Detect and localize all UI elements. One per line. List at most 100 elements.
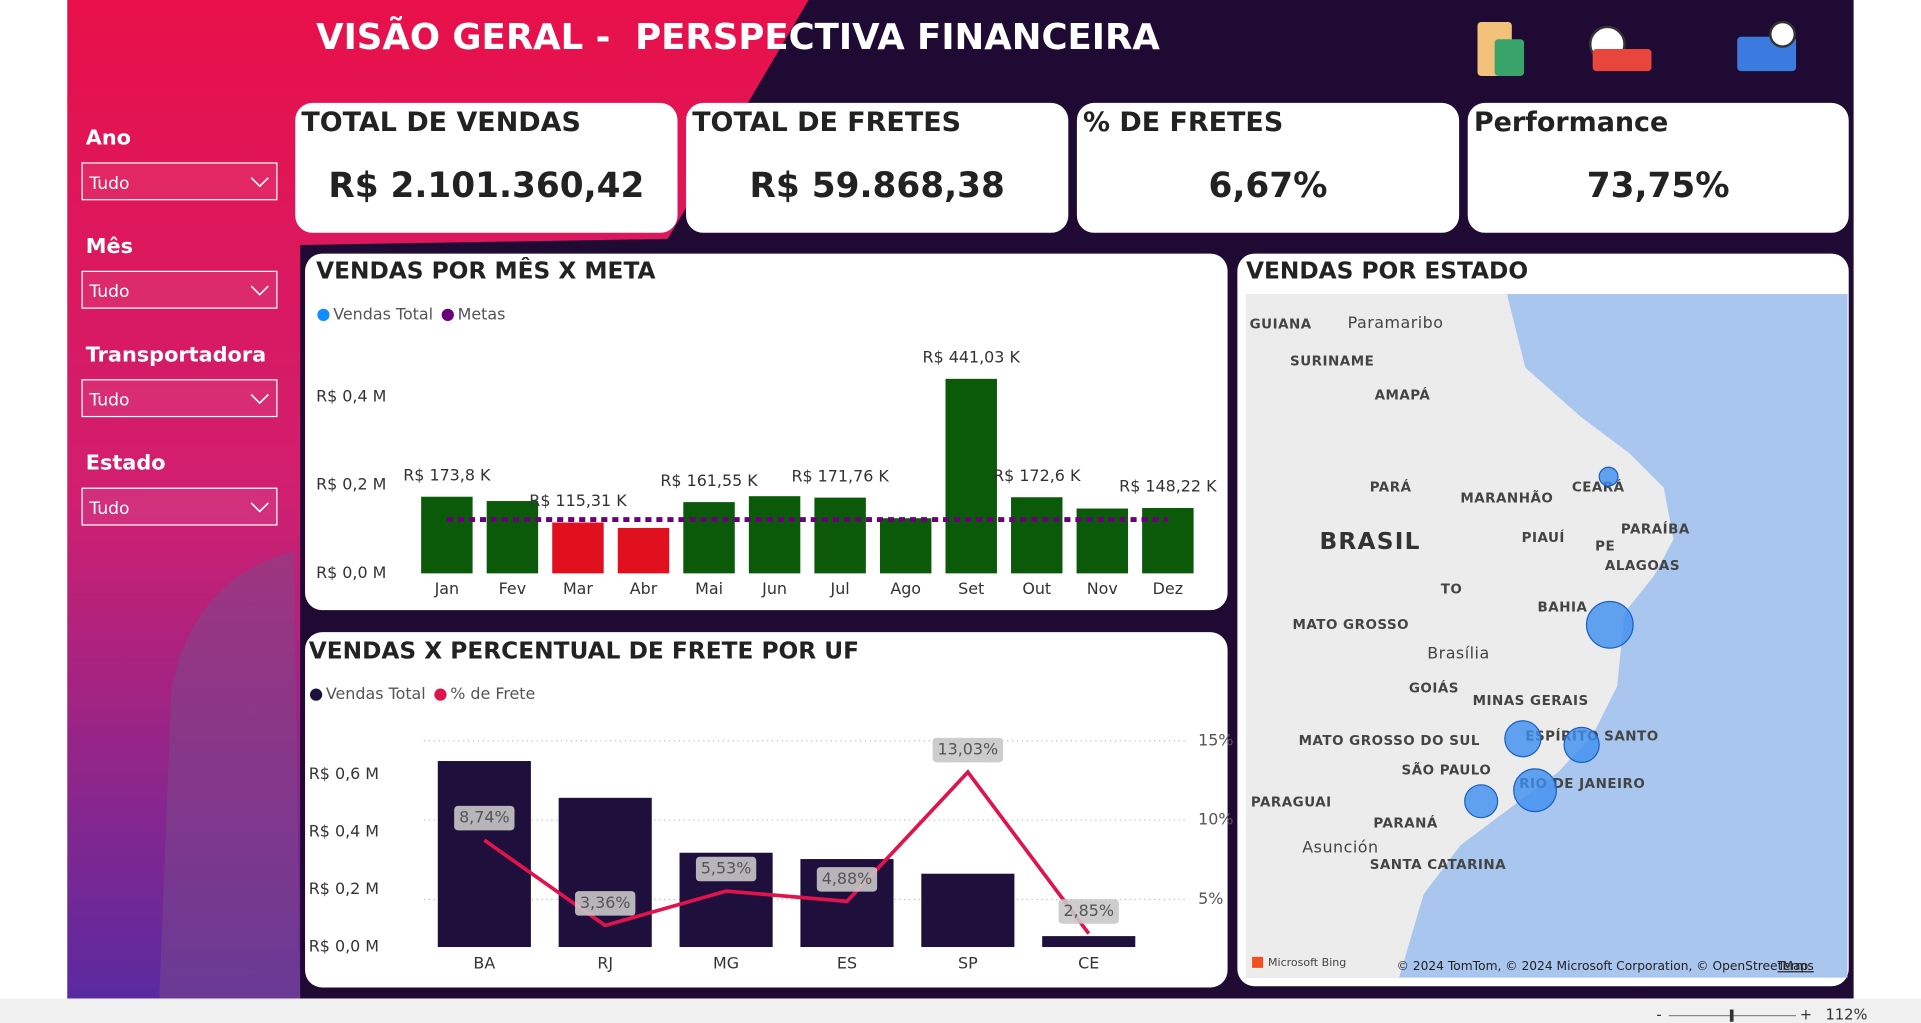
map-label: Asunción: [1302, 837, 1378, 856]
legend-marker: [309, 688, 323, 701]
map-label: SANTA CATARINA: [1370, 857, 1507, 873]
filter-dropdown[interactable]: [81, 487, 278, 526]
map-label: TO: [1441, 581, 1463, 597]
x-tick-label: SP: [958, 954, 978, 973]
map-bubble[interactable]: [1563, 726, 1600, 764]
filter-value: Tudo: [88, 282, 129, 302]
zoom-thumb[interactable]: [1729, 1009, 1734, 1022]
icon-truck: [1592, 49, 1652, 72]
map-label: PARANÁ: [1373, 814, 1438, 831]
dropdown-chevron: [250, 502, 269, 513]
map-bubble[interactable]: [1464, 784, 1499, 819]
x-tick-label: Ago: [890, 579, 921, 598]
y-tick-label: R$ 0,2 M: [309, 879, 379, 898]
y-tick-label: R$ 0,6 M: [309, 764, 379, 783]
kpi-card: [1467, 102, 1849, 233]
filter-label: Transportadora: [86, 342, 266, 366]
x-tick-label: Dez: [1153, 579, 1183, 598]
y2-tick-label: 10%: [1198, 810, 1233, 829]
data-label-bg: [454, 805, 515, 831]
data-label-bg: [1058, 899, 1119, 924]
bar: [921, 873, 1015, 948]
filters: Ano Tudo Mês Tudo Transportadora Tudo Estado Tu…: [81, 125, 278, 526]
y-tick-label: R$ 0,4 M: [309, 822, 379, 841]
kpi-value: 6,67%: [1209, 166, 1328, 206]
data-label-bg: [695, 856, 757, 882]
x-tick-label: Mar: [563, 579, 593, 598]
x-tick-label: Fev: [499, 579, 526, 598]
icons: [1477, 20, 1797, 76]
x-tick-label: Abr: [630, 579, 658, 598]
filter-value: Tudo: [88, 391, 129, 411]
data-label: R$ 172,6 K: [993, 466, 1081, 485]
bar: [814, 497, 866, 574]
data-label-bg: [816, 867, 878, 892]
map-label: SÃO PAULO: [1402, 762, 1492, 779]
map: VENDAS POR ESTADO GUIANA Paramaribo SURINA…: [1237, 253, 1849, 987]
bar: [748, 496, 801, 574]
bar: [945, 378, 997, 574]
map-label: ALAGOAS: [1605, 558, 1680, 574]
filter-dropdown[interactable]: [81, 162, 278, 201]
legend-marker: [441, 308, 454, 321]
legend-label: Metas: [458, 304, 506, 323]
map-terms[interactable]: Terms: [1777, 959, 1814, 973]
x-tick-label: Mai: [695, 579, 723, 598]
x-tick-label: Set: [958, 579, 984, 598]
filter-dropdown[interactable]: [81, 270, 278, 309]
kpi-label: TOTAL DE VENDAS: [301, 107, 581, 138]
legend-label: Vendas Total: [326, 684, 426, 703]
zoom-level: 112%: [1825, 1007, 1867, 1023]
map-bubble[interactable]: [1513, 768, 1558, 813]
map-label: SURINAME: [1290, 353, 1374, 369]
legend-marker: [317, 308, 330, 321]
x-tick-label: Jun: [761, 579, 787, 598]
y-tick-label: R$ 0,0 M: [316, 563, 386, 582]
map-bubble[interactable]: [1598, 466, 1619, 487]
status-bar: [0, 998, 1921, 1023]
map-label: MARANHÃO: [1460, 490, 1553, 507]
x-tick-label: Nov: [1087, 579, 1118, 598]
bar: [486, 501, 539, 574]
kpi-value: R$ 59.868,38: [750, 166, 1005, 206]
bar: [558, 797, 652, 948]
filter-value: Tudo: [88, 499, 129, 519]
chart-title: VENDAS POR MÊS X META: [316, 256, 655, 284]
map-label: Paramaribo: [1348, 313, 1444, 332]
zoom-out[interactable]: -: [1656, 1007, 1661, 1023]
x-tick-label: Jul: [830, 579, 850, 598]
map-label: MINAS GERAIS: [1473, 693, 1589, 709]
x-tick-label: Jan: [434, 579, 460, 598]
bar: [437, 761, 531, 948]
bar: [1011, 497, 1063, 574]
x-tick-label: Out: [1022, 579, 1051, 598]
filter-label: Estado: [86, 451, 166, 475]
map-label: GUIANA: [1250, 317, 1312, 333]
map-bubble[interactable]: [1585, 600, 1634, 649]
map-title: VENDAS POR ESTADO: [1246, 257, 1528, 284]
zoom-in[interactable]: +: [1800, 1007, 1812, 1023]
map-label: BAHIA: [1538, 600, 1588, 616]
filter-value: Tudo: [88, 174, 129, 194]
x-tick-label: ES: [837, 954, 857, 973]
data-label: R$ 161,55 K: [660, 471, 758, 490]
data-label: R$ 173,8 K: [403, 465, 491, 484]
data-label-bg: [932, 737, 1004, 763]
y2-tick-label: 5%: [1198, 889, 1223, 908]
page-title: VISÃO GERAL - PERSPECTIVA FINANCEIRA: [316, 16, 1160, 58]
chart-title: VENDAS X PERCENTUAL DE FRETE POR UF: [309, 637, 859, 664]
bar: [683, 502, 735, 574]
kpi-card: [295, 102, 678, 233]
map-label: AMAPÁ: [1375, 387, 1431, 404]
map-label: PIAUÍ: [1522, 529, 1565, 546]
bar: [1042, 936, 1136, 948]
map-label: PARAÍBA: [1621, 520, 1690, 537]
legend-label: % de Frete: [450, 684, 535, 703]
y-tick-label: R$ 0,4 M: [316, 386, 386, 405]
filter-label: Ano: [86, 125, 131, 149]
map-bubble[interactable]: [1504, 720, 1542, 758]
kpi-label: Performance: [1474, 107, 1668, 138]
map-label: PE: [1595, 538, 1615, 554]
filter-dropdown[interactable]: [81, 379, 278, 418]
